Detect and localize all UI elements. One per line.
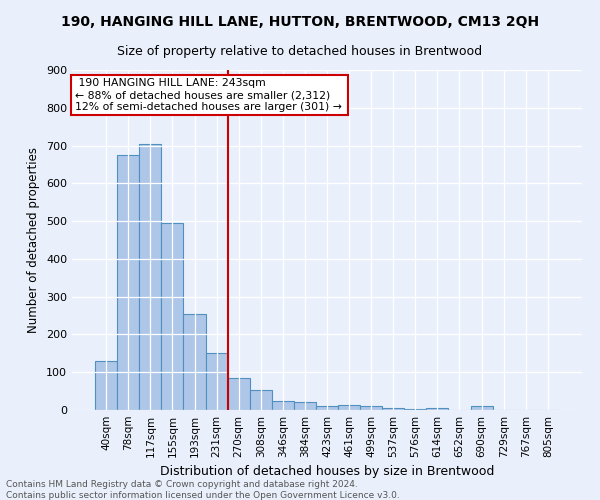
Bar <box>161 223 184 410</box>
Bar <box>427 408 448 410</box>
Bar <box>184 314 206 410</box>
Text: 190 HANGING HILL LANE: 243sqm
← 88% of detached houses are smaller (2,312)
12% o: 190 HANGING HILL LANE: 243sqm ← 88% of d… <box>74 78 345 112</box>
Bar <box>206 352 227 410</box>
Bar <box>382 408 404 410</box>
Text: Size of property relative to detached houses in Brentwood: Size of property relative to detached ho… <box>118 45 482 58</box>
Bar <box>338 406 360 410</box>
Bar <box>227 378 250 410</box>
Bar <box>272 402 294 410</box>
Bar <box>470 406 493 410</box>
X-axis label: Distribution of detached houses by size in Brentwood: Distribution of detached houses by size … <box>160 466 494 478</box>
Bar <box>294 402 316 410</box>
Y-axis label: Number of detached properties: Number of detached properties <box>28 147 40 333</box>
Bar <box>404 409 427 410</box>
Bar <box>250 390 272 410</box>
Text: Contains HM Land Registry data © Crown copyright and database right 2024.
Contai: Contains HM Land Registry data © Crown c… <box>6 480 400 500</box>
Bar <box>316 406 338 410</box>
Bar <box>95 361 117 410</box>
Bar <box>117 155 139 410</box>
Bar <box>139 144 161 410</box>
Bar <box>360 406 382 410</box>
Text: 190, HANGING HILL LANE, HUTTON, BRENTWOOD, CM13 2QH: 190, HANGING HILL LANE, HUTTON, BRENTWOO… <box>61 15 539 29</box>
